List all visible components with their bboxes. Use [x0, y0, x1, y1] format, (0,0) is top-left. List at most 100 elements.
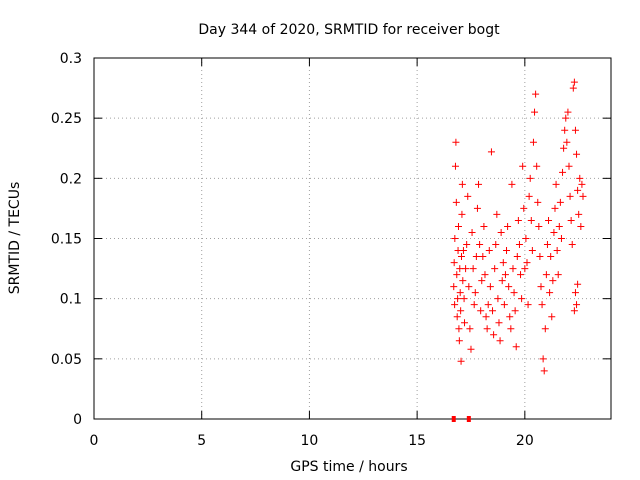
- data-point: [492, 241, 500, 249]
- data-point: [555, 222, 563, 230]
- data-point: [526, 174, 534, 182]
- data-point: [519, 162, 527, 170]
- y-tick-label: 0.25: [51, 111, 82, 127]
- data-point: [527, 216, 535, 224]
- data-point: [466, 325, 474, 333]
- data-point: [472, 253, 480, 261]
- data-point: [568, 241, 576, 249]
- data-point: [470, 301, 478, 309]
- data-point: [495, 319, 503, 327]
- data-point: [508, 180, 516, 188]
- data-point: [518, 295, 526, 303]
- data-point: [531, 108, 539, 116]
- zero-markers: [451, 416, 471, 422]
- data-point: [575, 210, 583, 218]
- data-point: [465, 283, 473, 291]
- data-point: [454, 295, 462, 303]
- data-point: [563, 138, 571, 146]
- data-point: [560, 144, 568, 152]
- data-point: [543, 241, 551, 249]
- zero-value-marker: [466, 416, 471, 422]
- data-point: [486, 283, 494, 291]
- data-point: [510, 289, 518, 297]
- y-tick-label: 0.2: [60, 171, 82, 187]
- y-axis-title: SRMTID / TECUs: [7, 182, 23, 295]
- data-point: [460, 295, 468, 303]
- data-point: [483, 325, 491, 333]
- data-point: [491, 265, 499, 273]
- data-point: [458, 180, 466, 188]
- data-point: [571, 289, 579, 297]
- data-point: [557, 235, 565, 242]
- data-point: [537, 283, 545, 291]
- data-point: [574, 280, 582, 288]
- data-point: [453, 271, 461, 279]
- axis-ticks: 0 0.05 0.1 0.15 0.2 0.25 0.3 0 5 10 15 20: [51, 51, 611, 449]
- data-point: [553, 247, 561, 255]
- data-point: [529, 138, 537, 146]
- x-tick-label: 5: [197, 433, 206, 449]
- data-point: [550, 228, 558, 236]
- y-tick-label: 0.3: [60, 51, 82, 67]
- data-point: [577, 222, 585, 230]
- data-point: [461, 319, 469, 327]
- x-tick-label: 0: [90, 433, 99, 449]
- data-point: [464, 192, 472, 200]
- data-point: [574, 186, 582, 194]
- y-tick-label: 0: [73, 412, 82, 428]
- data-point: [523, 259, 531, 267]
- data-point: [576, 174, 584, 182]
- data-point: [498, 277, 506, 285]
- data-point: [512, 343, 520, 351]
- data-point: [499, 259, 507, 267]
- data-point: [561, 126, 569, 134]
- data-point: [458, 253, 466, 261]
- data-point: [500, 301, 508, 309]
- data-point: [467, 345, 475, 353]
- data-point: [503, 247, 511, 255]
- data-point: [489, 307, 497, 315]
- data-point: [494, 295, 502, 303]
- data-point: [480, 222, 488, 230]
- data-point: [538, 301, 546, 309]
- data-point: [525, 192, 533, 200]
- data-point: [524, 301, 532, 309]
- data-point: [473, 204, 481, 212]
- data-point: [511, 307, 519, 315]
- data-point: [493, 210, 501, 218]
- data-point: [532, 90, 540, 98]
- data-point: [479, 253, 487, 261]
- data-point: [452, 138, 460, 146]
- data-point: [454, 222, 462, 230]
- data-point: [506, 313, 514, 321]
- data-points: [450, 78, 587, 375]
- data-point: [456, 289, 464, 297]
- data-point: [551, 204, 559, 212]
- data-point: [478, 277, 486, 285]
- data-point: [471, 289, 479, 297]
- data-point: [455, 337, 463, 345]
- data-point: [515, 241, 523, 249]
- data-point: [452, 198, 460, 206]
- data-point: [504, 222, 512, 230]
- data-point: [559, 168, 567, 176]
- data-point: [463, 241, 471, 249]
- data-point: [450, 259, 458, 267]
- data-point: [451, 301, 459, 309]
- data-point: [457, 357, 465, 365]
- data-point: [556, 198, 564, 206]
- data-point: [570, 78, 578, 86]
- data-point: [539, 355, 547, 363]
- data-point: [528, 247, 536, 255]
- data-point: [453, 313, 461, 321]
- data-point: [451, 162, 459, 170]
- data-point: [534, 198, 542, 206]
- data-point: [487, 148, 495, 156]
- data-point: [468, 228, 476, 236]
- data-point: [521, 265, 529, 273]
- data-point: [562, 114, 570, 122]
- data-point: [497, 228, 505, 236]
- data-point: [569, 84, 577, 92]
- data-point: [547, 253, 555, 261]
